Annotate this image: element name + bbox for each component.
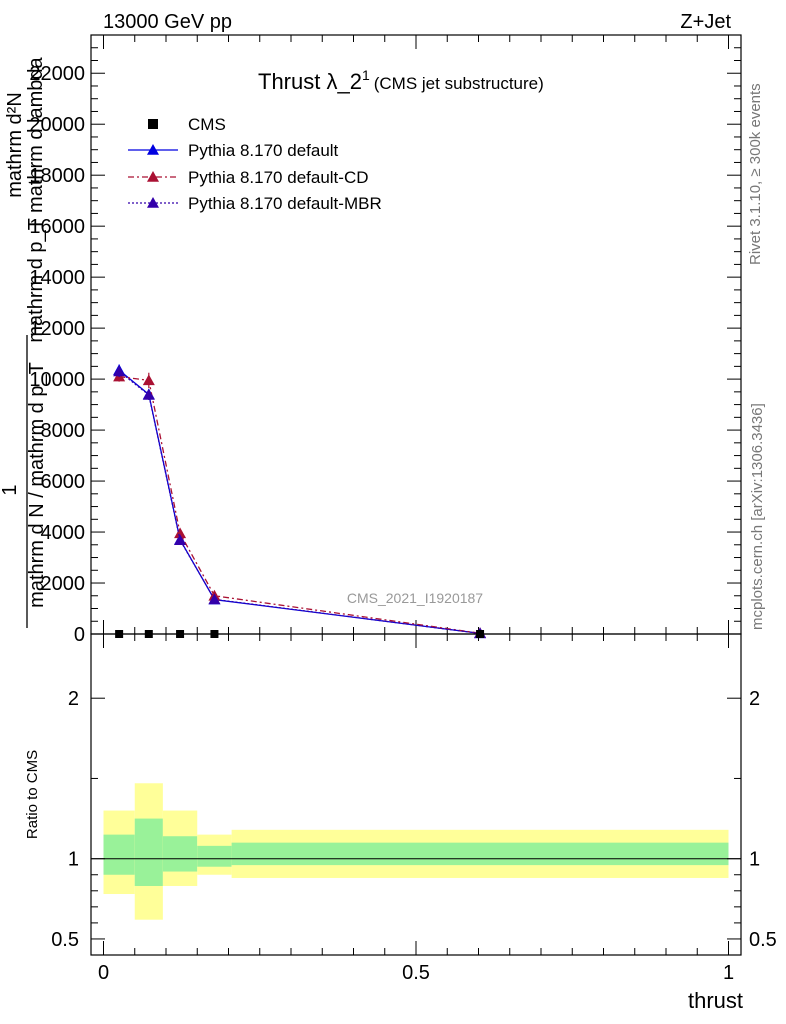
y-axis-norm-denominator: mathrm d N / mathrm d p_T bbox=[26, 362, 48, 608]
ratio-y-tick-label: 2 bbox=[68, 688, 79, 710]
series-marker bbox=[174, 534, 187, 545]
y-axis-label-numerator: mathrm d²N bbox=[4, 92, 26, 198]
ratio-y-axis-label: Ratio to CMS bbox=[24, 750, 41, 839]
series-marker bbox=[142, 388, 155, 400]
ratio-frame bbox=[90, 633, 742, 956]
series-marker bbox=[142, 374, 155, 386]
y-tick-label: 20000 bbox=[29, 114, 85, 136]
legend-label: Pythia 8.170 default bbox=[188, 141, 339, 160]
series-marker bbox=[208, 593, 221, 605]
legend-label: Pythia 8.170 default-CD bbox=[188, 168, 369, 187]
y-tick-label: 6000 bbox=[41, 471, 86, 493]
y-tick-label: 14000 bbox=[29, 267, 85, 289]
legend-label: CMS bbox=[188, 115, 226, 134]
x-tick-label: 1 bbox=[723, 962, 734, 984]
ratio-inner-band bbox=[197, 845, 232, 867]
legend-label: Pythia 8.170 default-MBR bbox=[188, 194, 382, 213]
ratio-inner-band bbox=[103, 834, 135, 875]
y-tick-label: 4000 bbox=[41, 522, 86, 544]
ratio-inner-band bbox=[134, 818, 163, 886]
y-tick-label: 22000 bbox=[29, 63, 85, 85]
y-tick-label: 18000 bbox=[29, 165, 85, 187]
chart-title-superscript: 1 bbox=[362, 67, 370, 83]
legend: CMS Pythia 8.170 default Pythia 8.170 defa… bbox=[128, 115, 382, 213]
ratio-inner-band bbox=[231, 842, 729, 866]
ratio-panel: 0 0.5 1 thrust 0.5 0.5 1 1 2 2 Ratio to CMS bbox=[24, 633, 777, 1013]
legend-marker-cms bbox=[148, 119, 158, 129]
ratio-y-tick-label-right: 1 bbox=[749, 849, 760, 871]
mcplots-credit-label: mcplots.cern.ch [arXiv:1306.3436] bbox=[749, 403, 766, 630]
x-axis-label: thrust bbox=[688, 988, 743, 1013]
legend-marker bbox=[147, 197, 159, 208]
legend-marker bbox=[147, 144, 159, 155]
x-tick-label: 0 bbox=[98, 962, 109, 984]
main-panel: 0 2000 4000 6000 8000 10000 12000 14000 16000 180… bbox=[0, 34, 742, 646]
ratio-y-tick-label-right: 0.5 bbox=[749, 929, 777, 951]
legend-marker bbox=[147, 171, 159, 182]
ratio-y-tick-label-right: 2 bbox=[749, 688, 760, 710]
y-tick-label: 8000 bbox=[41, 420, 86, 442]
ratio-y-tick-label: 0.5 bbox=[51, 929, 79, 951]
series-marker bbox=[174, 527, 187, 539]
ratio-y-tick-label: 1 bbox=[68, 849, 79, 871]
y-tick-label: 10000 bbox=[29, 369, 85, 391]
y-tick-label: 12000 bbox=[29, 318, 85, 340]
header-process: Z+Jet bbox=[680, 11, 731, 33]
rivet-version-label: Rivet 3.1.10, ≥ 300k events bbox=[747, 83, 764, 265]
y-tick-label: 2000 bbox=[41, 573, 86, 595]
x-tick-label: 0.5 bbox=[402, 962, 430, 984]
chart-title-subtitle: (CMS jet substructure) bbox=[374, 74, 544, 93]
header-energy: 13000 GeV pp bbox=[103, 11, 232, 33]
y-axis-norm-numerator: 1 bbox=[0, 484, 21, 495]
series-marker bbox=[113, 365, 126, 377]
ratio-inner-band bbox=[162, 836, 198, 872]
y-axis-label-denominator: mathrm d p_T mathrm d lambda bbox=[25, 56, 47, 342]
y-tick-label: 0 bbox=[74, 624, 85, 646]
series-line bbox=[118, 370, 481, 635]
analysis-watermark: CMS_2021_I1920187 bbox=[347, 590, 483, 606]
y-tick-label: 16000 bbox=[29, 216, 85, 238]
chart-title: Thrust λ_21 (CMS jet substructure) bbox=[258, 67, 544, 94]
